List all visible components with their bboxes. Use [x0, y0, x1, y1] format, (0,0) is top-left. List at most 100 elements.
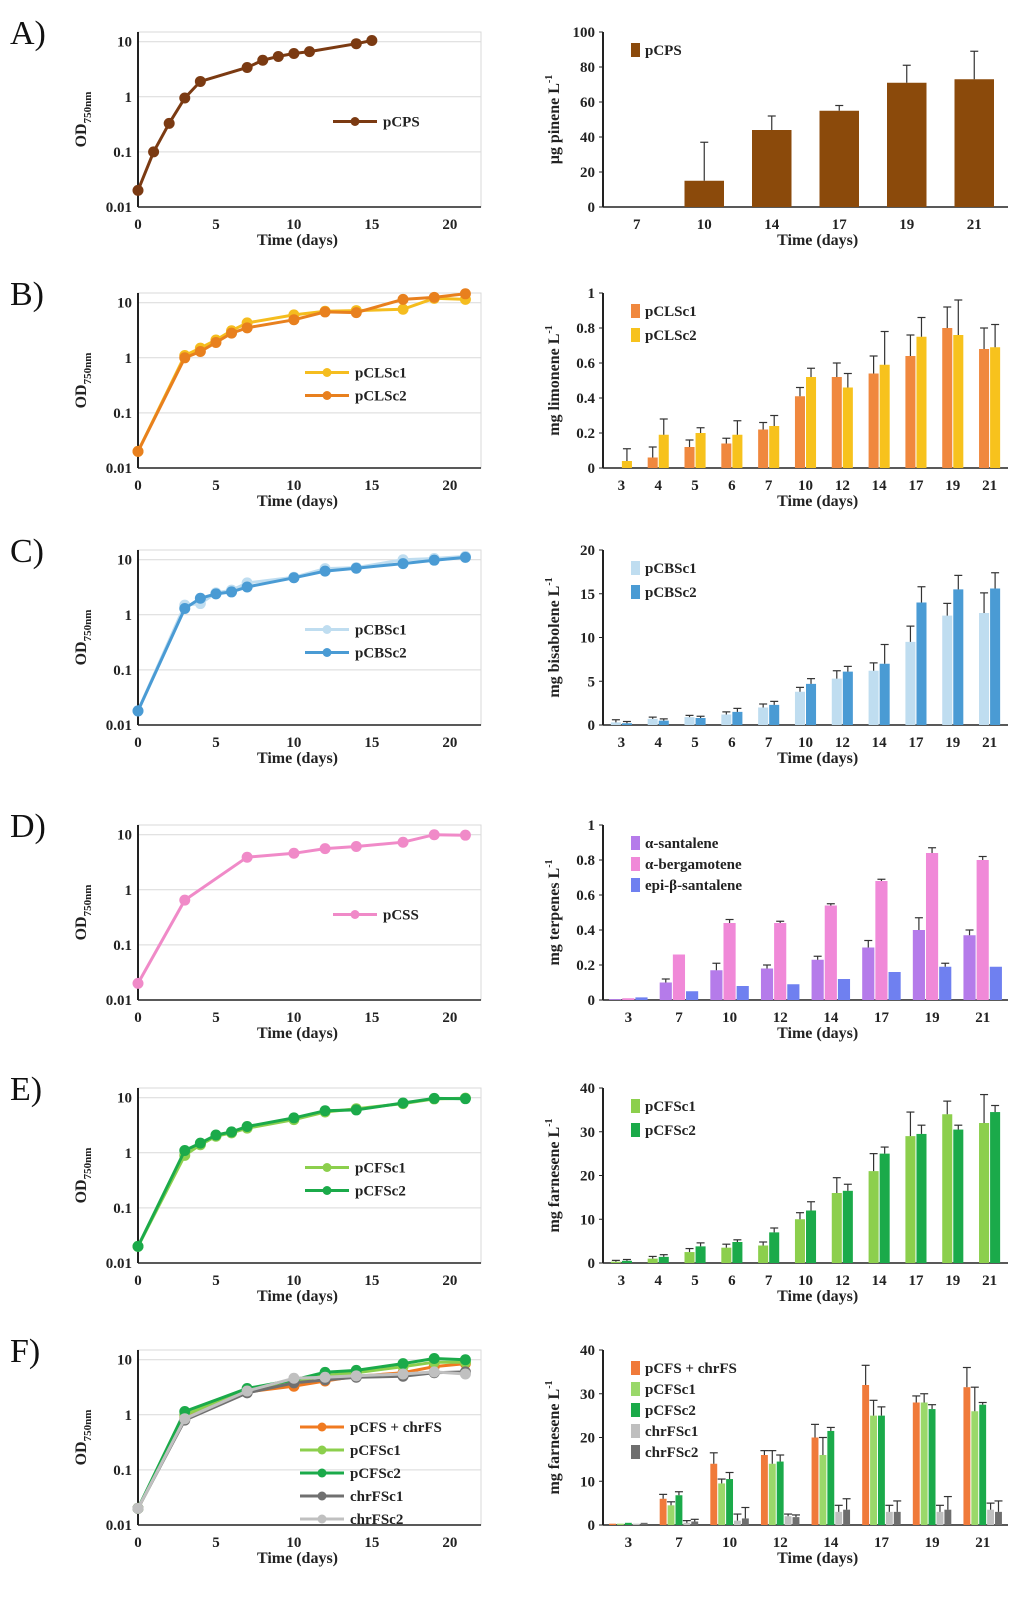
y-tick-label: 40	[580, 1343, 595, 1359]
x-tick-label: 10	[722, 1535, 737, 1551]
x-tick-label: 5	[691, 478, 699, 494]
data-point	[397, 293, 409, 305]
bar	[842, 1190, 853, 1263]
y-tick-label: 0	[588, 718, 596, 734]
legend-label: pCLSc2	[645, 328, 697, 344]
y-tick-label: 0.1	[113, 1201, 132, 1217]
y-tick-label: 0.6	[576, 888, 595, 904]
x-tick-label: 15	[364, 735, 379, 751]
bar	[905, 356, 916, 468]
y-tick-label: 1	[125, 1146, 133, 1162]
plot-frame	[137, 31, 482, 208]
bar	[879, 364, 890, 468]
series-line-pcbsc1	[136, 554, 466, 712]
y-tick-label: 0.1	[113, 938, 132, 954]
legend-marker	[317, 1468, 327, 1478]
bar	[710, 970, 723, 1000]
bar	[684, 1252, 695, 1263]
data-point	[241, 322, 253, 334]
bar	[683, 1522, 691, 1525]
x-axis-title: Time (days)	[777, 1288, 858, 1305]
bar	[868, 670, 879, 725]
y-tick-label: 0	[588, 461, 596, 477]
data-point	[241, 581, 253, 593]
bar	[971, 1411, 979, 1525]
bar	[990, 347, 1001, 468]
data-point	[428, 291, 440, 303]
plot-frame	[137, 549, 482, 726]
legend-marker	[350, 910, 360, 919]
bar	[758, 707, 769, 725]
data-point	[179, 352, 191, 364]
x-tick-label: 10	[286, 1010, 301, 1026]
bar	[718, 1483, 726, 1525]
bar	[695, 433, 706, 468]
x-tick-label: 5	[212, 1535, 220, 1551]
bar	[732, 1242, 743, 1263]
x-axis-title: Time (days)	[257, 232, 338, 249]
bar	[893, 1511, 901, 1525]
y-tick-label: 0	[588, 993, 596, 1009]
series-line-chrfsc1	[136, 1370, 466, 1510]
legend-label: pCBSc2	[355, 646, 407, 662]
y-tick-label: 0.6	[576, 356, 595, 372]
y-tick-label: 0.01	[106, 200, 132, 216]
bar	[684, 447, 695, 468]
x-tick-label: 7	[765, 735, 773, 751]
x-tick-label: 3	[618, 1273, 626, 1289]
series-line-pclsc1	[136, 296, 466, 453]
data-point	[397, 303, 409, 315]
series-line-pcbsc2	[136, 555, 466, 712]
x-tick-label: 12	[835, 735, 850, 751]
x-tick-label: 5	[212, 735, 220, 751]
x-tick-label: 3	[618, 735, 626, 751]
x-tick-label: 5	[212, 1010, 220, 1026]
legend-label: pCFS + chrFS	[350, 1420, 442, 1436]
bar	[695, 718, 706, 725]
data-point	[194, 346, 206, 358]
bar	[684, 717, 695, 725]
bar	[811, 1437, 819, 1525]
bar	[710, 1463, 718, 1525]
data-point	[319, 1371, 331, 1383]
legend-label: pCFSc1	[350, 1443, 401, 1459]
legend-swatch	[631, 561, 640, 575]
x-tick-label: 10	[798, 478, 813, 494]
data-point	[179, 1145, 191, 1157]
bar	[647, 457, 658, 468]
data-point	[241, 1385, 253, 1397]
legend-label: pCPS	[645, 43, 682, 59]
legend-label: pCLSc1	[355, 366, 407, 382]
data-point	[319, 1105, 331, 1117]
data-point	[428, 554, 440, 566]
bar	[792, 1517, 800, 1525]
y-tick-label: 0	[588, 1256, 596, 1272]
x-tick-label: 10	[697, 217, 712, 233]
data-point	[288, 847, 300, 859]
x-axis-title: Time (days)	[777, 232, 858, 249]
data-point	[288, 48, 300, 60]
x-tick-label: 3	[625, 1535, 633, 1551]
bar	[905, 641, 916, 725]
x-tick-label: 20	[442, 1535, 457, 1551]
bar	[936, 1511, 944, 1525]
legend-marker	[322, 391, 332, 400]
data-point	[397, 1368, 409, 1380]
y-axis-title: OD750nm	[73, 1148, 94, 1204]
bar	[925, 853, 939, 1000]
x-tick-label: 14	[764, 217, 780, 233]
panel-label: B)	[10, 276, 44, 313]
data-point	[459, 829, 471, 841]
bar	[658, 434, 669, 468]
bar	[760, 1455, 768, 1525]
x-tick-label: 21	[975, 1010, 990, 1026]
bar	[963, 935, 976, 1000]
panel-label: A)	[10, 15, 46, 52]
x-tick-label: 20	[442, 217, 457, 233]
y-tick-label: 100	[573, 25, 596, 41]
data-point	[319, 565, 331, 577]
bar	[621, 1260, 632, 1263]
data-point	[132, 1502, 144, 1514]
x-tick-label: 17	[874, 1535, 890, 1551]
data-point	[132, 977, 144, 989]
